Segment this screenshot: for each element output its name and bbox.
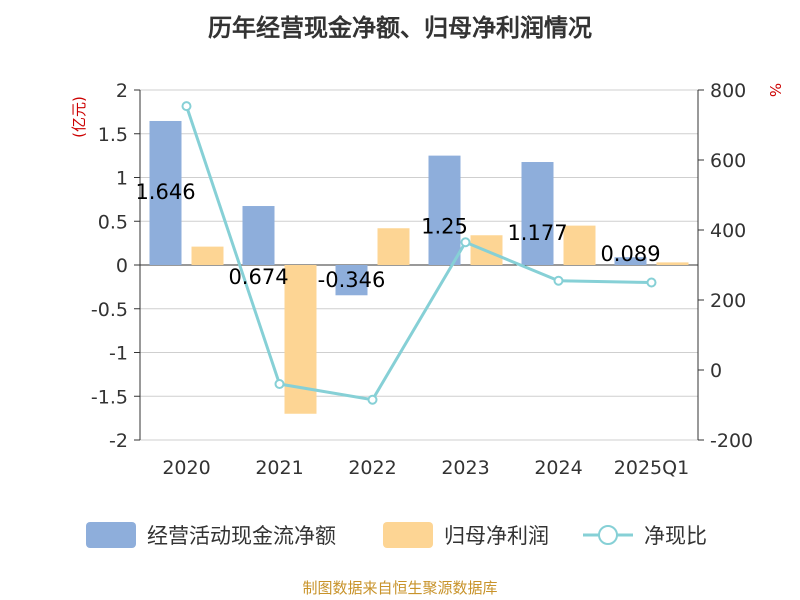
left-tick-label: 0: [116, 255, 128, 277]
tick-labels: 2 1.5 1 0.5 0 -0.5 -1 -1.5 -2 800 600 400 200 0 -200 20…: [91, 80, 753, 479]
x-tick-label: 2021: [255, 457, 303, 479]
ratio-line: [185, 105, 652, 402]
legend-ratio-label: 净现比: [644, 524, 707, 548]
series-cashflow-bars: [149, 120, 647, 296]
left-tick-label: 2: [116, 80, 128, 102]
cashflow-bar: [335, 265, 368, 296]
ratio-point: [646, 277, 657, 288]
legend-cashflow-label: 经营活动现金流净额: [147, 524, 336, 548]
profit-bar: [284, 265, 317, 414]
cashflow-bar: [149, 120, 182, 265]
cashflow-value-label: -0.346: [318, 268, 386, 292]
ratio-point: [181, 101, 192, 112]
left-tick-label: 1.5: [98, 124, 128, 146]
legend-profit-label: 归母净利润: [444, 524, 549, 548]
data-labels: 1.646 0.674 -0.346 1.25 1.177 0.089: [135, 180, 660, 292]
profit-bar: [377, 228, 410, 265]
right-tick-label: -200: [710, 430, 753, 452]
left-tick-label: -0.5: [91, 299, 128, 321]
right-tick-label: 0: [710, 360, 722, 382]
cashflow-value-label: 0.674: [228, 265, 288, 289]
x-tick-label: 2025Q1: [614, 457, 689, 479]
gridlines: [140, 89, 698, 441]
cashflow-bar: [521, 162, 554, 265]
right-axis-unit: %: [766, 83, 784, 97]
profit-bar: [191, 246, 224, 265]
chart-title: 历年经营现金净额、归母净利润情况: [208, 14, 592, 42]
source-note: 制图数据来自恒生聚源数据库: [302, 579, 498, 597]
legend-ratio-marker: [598, 525, 618, 545]
left-tick-label: 1: [116, 168, 128, 190]
cashflow-value-label: 1.177: [507, 221, 567, 245]
left-tick-label: -2: [109, 430, 128, 452]
ratio-point: [274, 379, 285, 389]
left-tick-label: -1: [109, 343, 128, 365]
x-tick-label: 2020: [162, 457, 210, 479]
cashflow-value-label: 0.089: [600, 242, 660, 266]
cashflow-bar: [242, 206, 275, 265]
legend-profit-swatch: [383, 522, 433, 548]
profit-bar: [656, 262, 689, 265]
series-ratio-line: [181, 101, 657, 405]
x-tick-label: 2022: [348, 457, 396, 479]
cashflow-bar: [428, 155, 461, 265]
right-tick-label: 600: [710, 150, 746, 172]
x-tick-label: 2023: [441, 457, 489, 479]
x-tick-label: 2024: [534, 457, 582, 479]
profit-bar: [563, 225, 596, 265]
right-tick-label: 800: [710, 80, 746, 102]
right-tick-label: 200: [710, 290, 746, 312]
left-tick-label: 0.5: [98, 211, 128, 233]
ratio-point: [460, 237, 471, 248]
ratio-point: [367, 394, 378, 405]
cashflow-value-label: 1.25: [421, 215, 468, 239]
left-axis-unit: (亿元): [70, 96, 88, 138]
axes: [134, 89, 704, 441]
cashflow-value-label: 1.646: [135, 180, 195, 204]
legend[interactable]: 经营活动现金流净额 归母净利润 净现比: [86, 522, 707, 548]
cashflow-bar: [614, 257, 647, 265]
legend-cashflow-swatch: [86, 522, 136, 548]
left-tick-label: -1.5: [91, 386, 128, 408]
ratio-point: [553, 275, 564, 286]
right-tick-label: 400: [710, 220, 746, 242]
